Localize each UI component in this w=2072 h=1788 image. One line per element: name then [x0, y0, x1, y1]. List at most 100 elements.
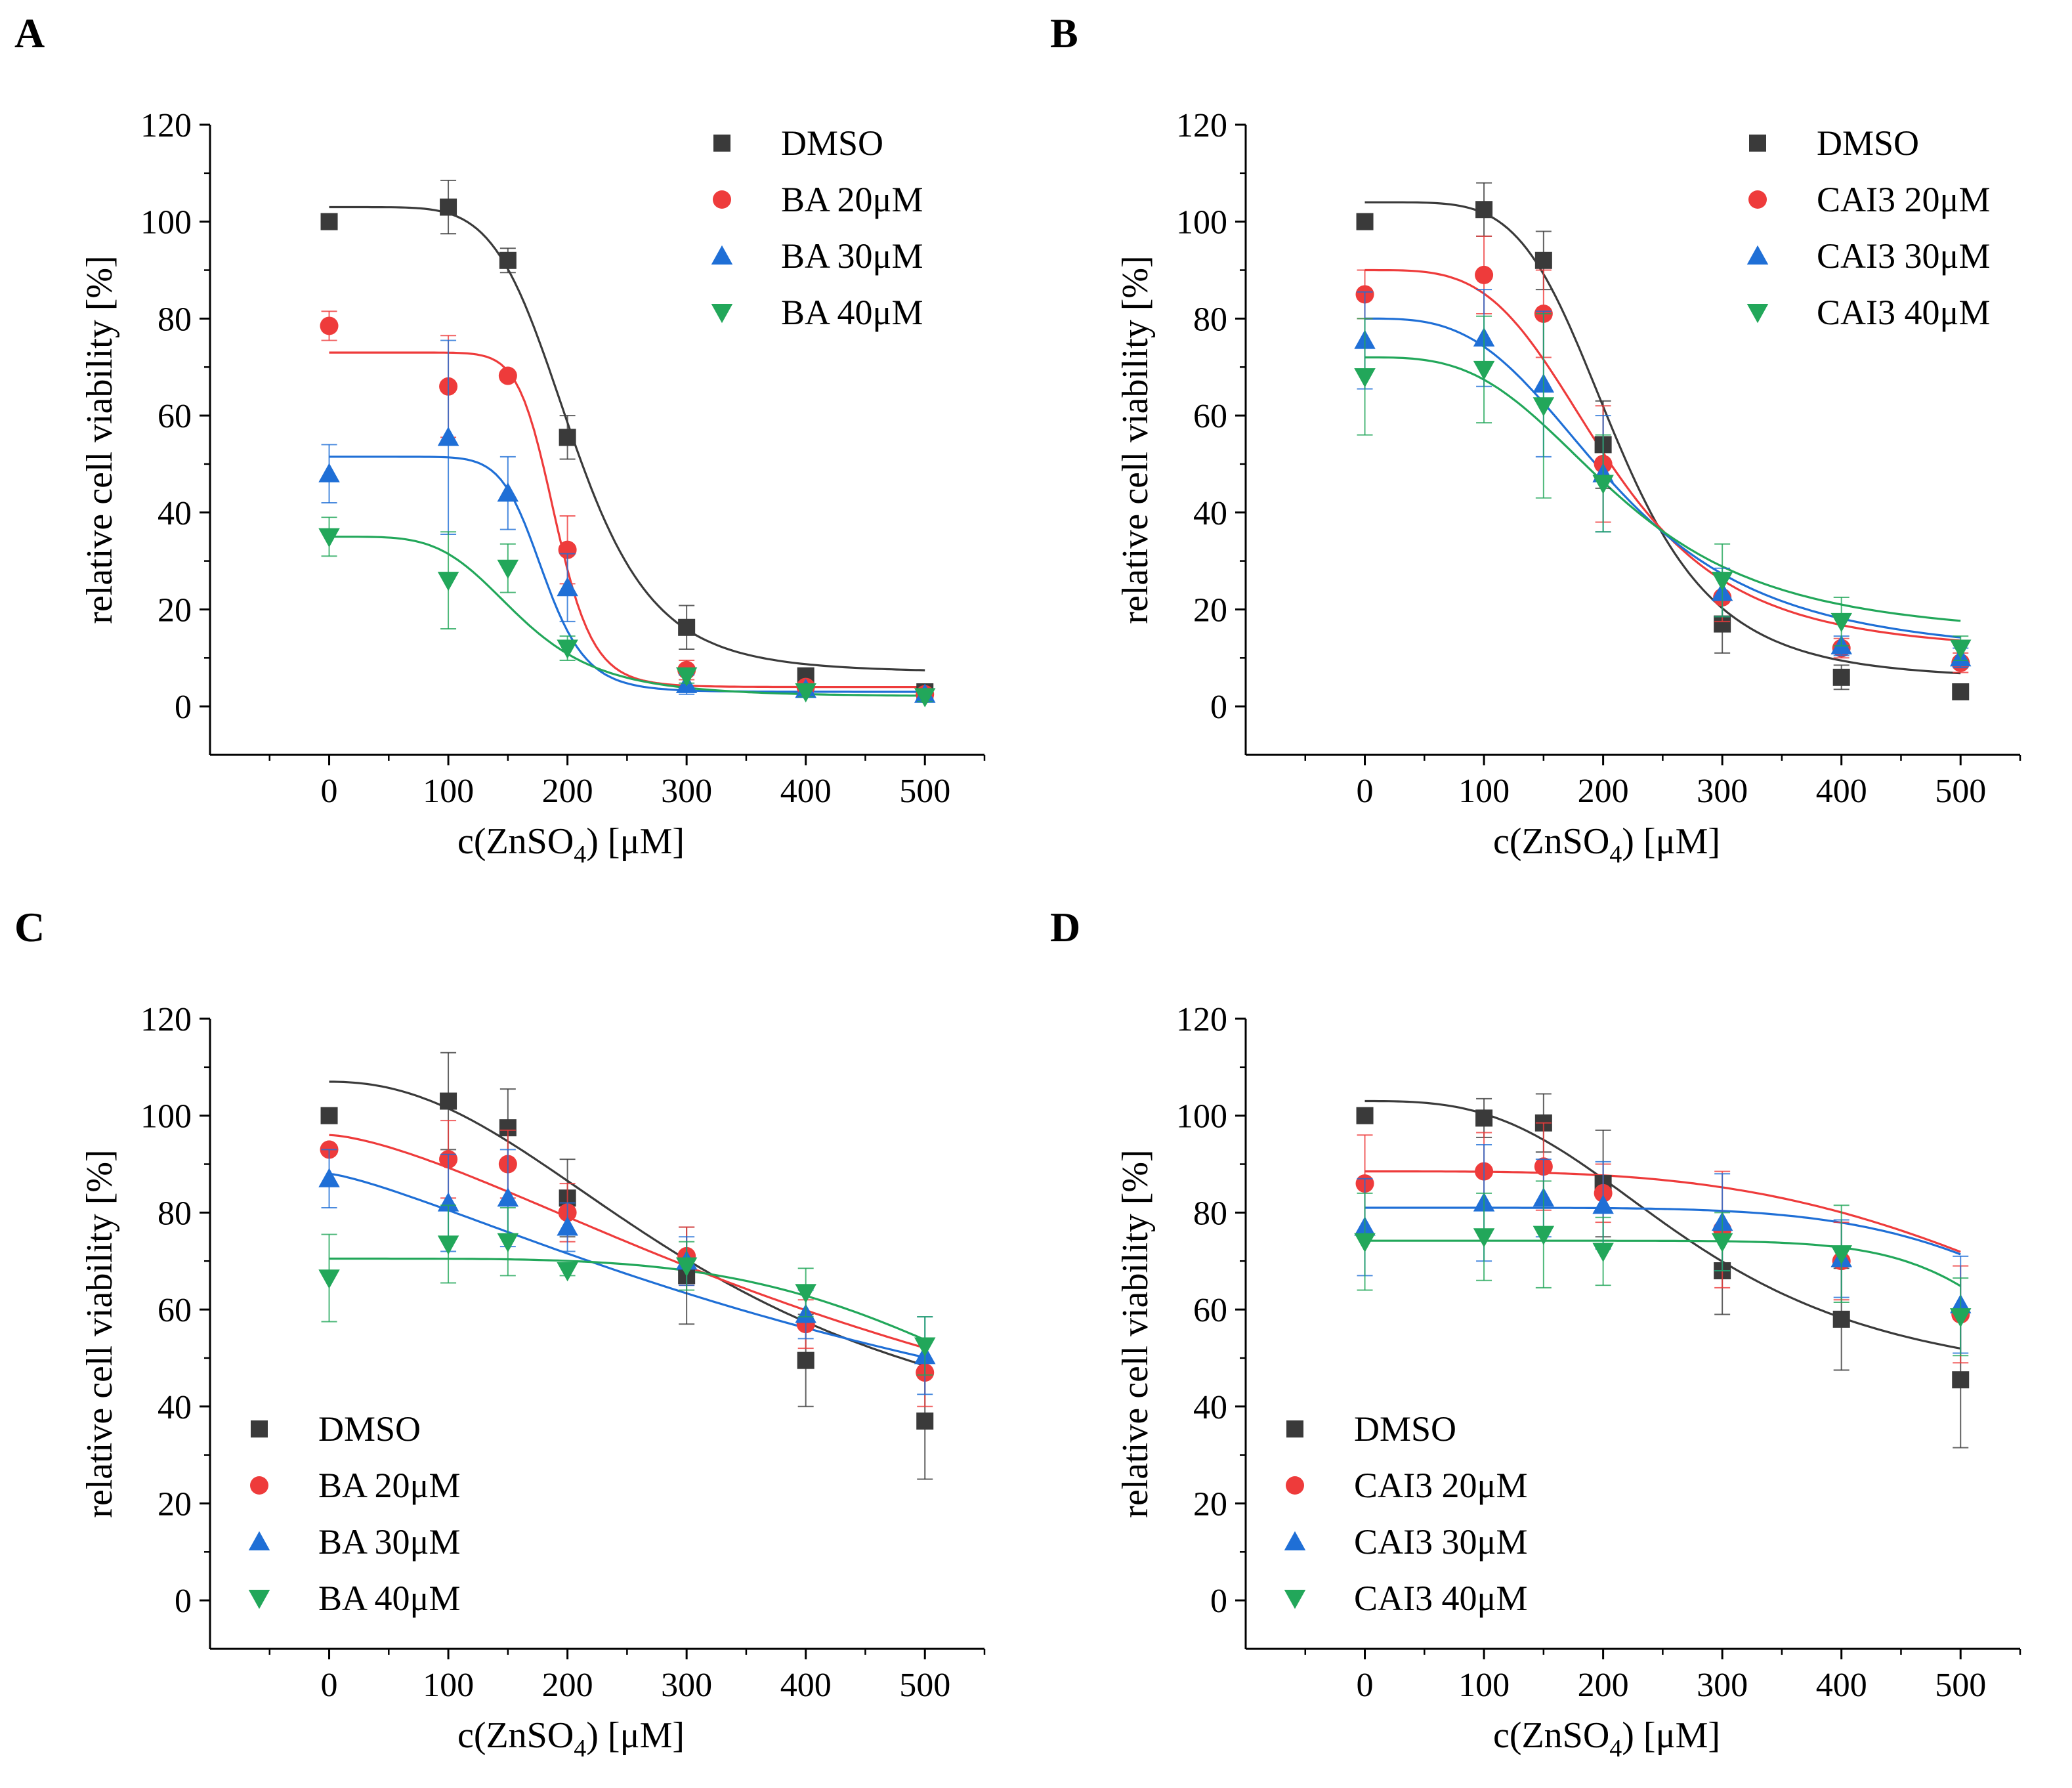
- data-series: [1355, 1122, 1970, 1364]
- x-tick-label: 400: [780, 773, 832, 810]
- data-point: [1832, 1310, 1850, 1328]
- x-axis-label-main: c(ZnSO: [1493, 1715, 1609, 1756]
- x-tick-label: 0: [321, 1667, 338, 1704]
- data-point: [497, 559, 519, 579]
- data-point: [1949, 1308, 1972, 1328]
- legend-marker: [251, 1420, 268, 1437]
- y-tick-label: 120: [1176, 107, 1227, 144]
- data-point: [1473, 360, 1495, 381]
- data-series: [318, 1149, 936, 1395]
- data-point: [1475, 201, 1493, 219]
- data-series: [1354, 313, 1972, 661]
- panel-b: B 0 20 40 60 80 100 120 0 100 200 300 400 500 c(ZnSO4…: [1036, 0, 2071, 894]
- fit-curve: [1364, 356, 1961, 622]
- x-tick-label: 200: [1578, 773, 1629, 810]
- y-tick-label: 60: [158, 398, 192, 435]
- x-axis-label-end: ) [μM]: [1622, 821, 1720, 862]
- y-tick-label: 100: [1176, 1098, 1227, 1136]
- chart-a: 0 20 40 60 80 100 120 0 100 200 300 400 500 c(ZnSO4) …: [79, 107, 986, 868]
- legend-label: BA 40μM: [318, 1579, 461, 1618]
- legend-marker: [711, 304, 733, 324]
- x-tick-label: 100: [1458, 773, 1510, 810]
- panel-c: C 0 20 40 60 80 100 120 0 100 200 300 400 500 c(ZnSO4…: [0, 894, 1036, 1788]
- y-tick-label: 20: [1193, 591, 1227, 629]
- data-point: [318, 1168, 340, 1187]
- x-tick-label: 100: [1458, 1667, 1510, 1704]
- fit-curve: [329, 456, 925, 693]
- data-point: [1830, 612, 1852, 633]
- y-tick-label: 60: [1193, 1292, 1227, 1329]
- y-axis-label: relative cell viability [%]: [1115, 1149, 1156, 1518]
- chart-b: 0 20 40 60 80 100 120 0 100 200 300 400 500 c(ZnSO4) …: [1115, 107, 2021, 868]
- legend-label: DMSO: [781, 123, 883, 163]
- x-axis-label-subscript: 4: [574, 841, 586, 868]
- x-tick-label: 200: [542, 773, 593, 810]
- data-point: [557, 576, 578, 597]
- legend-label: DMSO: [318, 1409, 421, 1449]
- y-axis-label: relative cell viability [%]: [79, 1149, 120, 1518]
- fit-curve: [329, 536, 925, 697]
- data-point: [557, 1216, 578, 1236]
- legend-label: DMSO: [1354, 1409, 1456, 1449]
- fit-curve: [329, 1134, 925, 1350]
- data-point: [795, 1284, 816, 1304]
- y-axis-label: relative cell viability [%]: [1115, 255, 1156, 624]
- x-axis-label: c(ZnSO4) [μM]: [457, 1715, 685, 1762]
- fit-curve: [1364, 1239, 1962, 1287]
- legend-marker: [250, 1476, 268, 1495]
- data-point: [1830, 1245, 1852, 1265]
- data-point: [1832, 668, 1850, 686]
- data-point: [1354, 368, 1376, 388]
- y-tick-label: 80: [1193, 1195, 1227, 1232]
- x-axis-label-subscript: 4: [1609, 841, 1622, 868]
- legend-label: BA 40μM: [781, 293, 923, 332]
- y-tick-label: 80: [1193, 301, 1227, 338]
- legend-label: DMSO: [1817, 123, 1919, 163]
- x-axis-label-end: ) [μM]: [586, 821, 685, 862]
- data-point: [914, 688, 936, 708]
- x-tick-label: 400: [1816, 773, 1867, 810]
- x-tick-label: 300: [661, 773, 712, 810]
- data-point: [914, 1337, 936, 1357]
- y-tick-label: 60: [158, 1292, 192, 1329]
- x-tick-label: 400: [1816, 1667, 1867, 1704]
- data-point: [1952, 683, 1970, 700]
- panel-label: A: [14, 10, 45, 56]
- data-point: [797, 1352, 814, 1369]
- x-tick-label: 400: [780, 1667, 832, 1704]
- y-axis-label: relative cell viability [%]: [79, 255, 120, 624]
- data-series: [320, 310, 935, 704]
- data-point: [437, 572, 459, 591]
- fit-curve: [1364, 1206, 1961, 1256]
- data-point: [440, 1092, 457, 1110]
- chart-d: 0 20 40 60 80 100 120 0 100 200 300 400 500 c(ZnSO4) …: [1115, 1001, 2021, 1762]
- data-series: [318, 339, 936, 703]
- data-point: [1533, 1225, 1555, 1245]
- x-axis-label: c(ZnSO4) [μM]: [1493, 821, 1720, 868]
- chart-c: 0 20 40 60 80 100 120 0 100 200 300 400 500 c(ZnSO4) …: [79, 1001, 986, 1762]
- x-tick-label: 100: [423, 773, 474, 810]
- data-point: [318, 1269, 340, 1289]
- x-axis-label: c(ZnSO4) [μM]: [1493, 1715, 1720, 1762]
- data-point: [1354, 1233, 1376, 1252]
- x-axis-label-main: c(ZnSO: [457, 821, 574, 862]
- data-point: [558, 540, 577, 559]
- data-point: [499, 251, 517, 269]
- x-axis-label-end: ) [μM]: [1622, 1715, 1720, 1756]
- data-point: [498, 366, 517, 385]
- data-point: [1711, 572, 1733, 591]
- y-tick-label: 120: [140, 107, 192, 144]
- legend-label: BA 20μM: [781, 180, 923, 219]
- legend-marker: [1286, 1476, 1304, 1495]
- x-tick-label: 0: [1357, 773, 1374, 810]
- data-point: [497, 482, 519, 502]
- fit-curve: [1364, 1170, 1961, 1253]
- data-point: [320, 316, 339, 335]
- data-point: [318, 463, 340, 482]
- data-point: [1592, 475, 1614, 494]
- legend-label: CAI3 40μM: [1354, 1579, 1527, 1618]
- data-point: [1949, 639, 1972, 659]
- x-tick-label: 0: [321, 773, 338, 810]
- fit-curve: [1364, 201, 1961, 675]
- data-point: [1356, 1107, 1374, 1124]
